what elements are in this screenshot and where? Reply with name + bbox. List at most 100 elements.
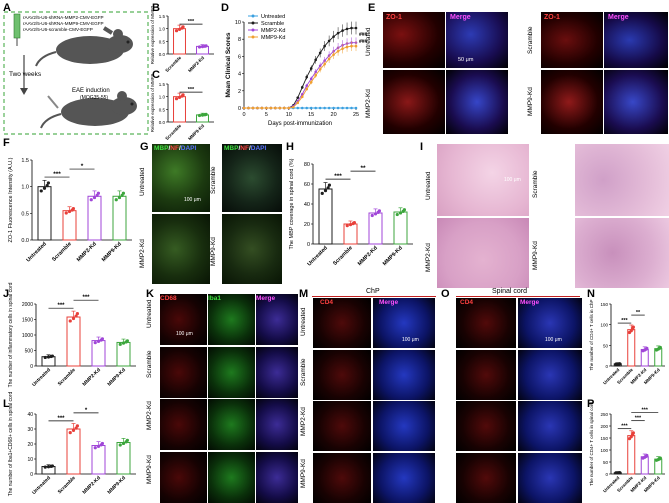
sig-label: *** bbox=[188, 19, 195, 25]
data-point bbox=[75, 311, 79, 316]
k-mmp2-cd68 bbox=[160, 399, 207, 450]
o-mmp9-merge bbox=[518, 452, 582, 503]
data-point bbox=[300, 95, 304, 99]
m-mmp9-merge bbox=[373, 452, 435, 503]
m-row-mmp2: MMP2-Kd bbox=[300, 407, 307, 436]
y-tick-label: 1500 bbox=[22, 318, 33, 324]
data-point bbox=[121, 441, 126, 446]
data-point bbox=[354, 44, 358, 48]
syringe-icon-bottom bbox=[47, 95, 59, 109]
data-point bbox=[348, 223, 353, 227]
data-point bbox=[100, 441, 104, 446]
data-point bbox=[46, 465, 51, 469]
data-point bbox=[260, 106, 264, 110]
data-point bbox=[327, 39, 331, 43]
y-tick-label: 100 bbox=[600, 323, 608, 328]
data-point bbox=[318, 68, 322, 71]
data-point bbox=[278, 106, 282, 110]
y-tick-label: 10 bbox=[27, 457, 33, 463]
bar-chart-l: 0 10 20 30 40 The number of Iba1+CD68+ cells … bbox=[8, 392, 136, 496]
y-tick-label: 0.0 bbox=[21, 238, 29, 244]
y-tick-label: 50 bbox=[603, 343, 609, 348]
x-tick-label: 0 bbox=[242, 112, 245, 118]
legend-label: MMP9-Kd bbox=[261, 35, 285, 41]
data-point bbox=[39, 189, 43, 193]
data-point bbox=[631, 325, 635, 329]
data-point bbox=[114, 198, 118, 202]
k-row-scramble: Scramble bbox=[146, 350, 153, 378]
data-point bbox=[631, 431, 635, 435]
x-tick-label: Scramble bbox=[57, 367, 77, 387]
syringe-icon bbox=[13, 13, 21, 46]
data-point bbox=[350, 44, 353, 48]
y-tick-label: 80 bbox=[304, 162, 310, 168]
data-point bbox=[352, 221, 356, 225]
x-tick-label: MMP2-Kd bbox=[76, 241, 98, 263]
construct-2: rAAV2/5-U6-shRNA-MMP9-CMV-EGFP bbox=[23, 21, 104, 26]
bar bbox=[116, 442, 131, 475]
k-untreated-cd68 bbox=[160, 294, 207, 345]
x-tick-label: Scramble bbox=[164, 123, 182, 141]
e-merge-label-2: Merge bbox=[608, 14, 629, 21]
e-merge-label: Merge bbox=[450, 14, 471, 21]
y-tick-label: 40 bbox=[304, 202, 310, 208]
data-point bbox=[67, 209, 72, 214]
data-point bbox=[96, 191, 100, 195]
o-mmp2-merge bbox=[518, 401, 582, 451]
o-scramble-merge bbox=[518, 349, 582, 400]
data-point bbox=[89, 198, 93, 202]
o-mmp9-cd4 bbox=[456, 452, 516, 503]
y-axis-label: The number of CD4+ T cells in spinal cor… bbox=[589, 402, 594, 486]
y-tick-label: 100 bbox=[600, 448, 608, 453]
x-tick-label: MMP2-Kd bbox=[82, 367, 102, 387]
series-line bbox=[244, 45, 356, 109]
data-point bbox=[93, 341, 97, 345]
sig-label: *** bbox=[82, 295, 90, 301]
data-point bbox=[402, 208, 406, 212]
data-point bbox=[326, 186, 330, 190]
bar bbox=[91, 340, 106, 367]
m-header: ChP bbox=[366, 288, 380, 295]
legend-label: Untreated bbox=[261, 14, 285, 20]
data-point bbox=[341, 29, 344, 32]
data-point bbox=[283, 106, 286, 110]
data-point bbox=[117, 195, 122, 200]
g-row-mmp2: MMP2-Kd bbox=[139, 239, 146, 268]
panel-letter-n: N bbox=[587, 288, 595, 300]
k-merge-label: Merge bbox=[256, 295, 276, 302]
data-point bbox=[373, 212, 378, 216]
data-point bbox=[305, 75, 309, 79]
bar bbox=[627, 329, 636, 367]
x-tick-label: Scramble bbox=[164, 55, 182, 73]
m-row-untreated: Untreated bbox=[300, 307, 307, 336]
data-point bbox=[291, 105, 295, 109]
data-point bbox=[323, 189, 328, 193]
y-tick-label: 8 bbox=[238, 37, 241, 43]
data-point bbox=[618, 362, 622, 366]
construct-3: rAAV2/5-U6-scramble-CMV-EGFP bbox=[23, 27, 93, 32]
series-line bbox=[244, 42, 356, 109]
data-point bbox=[314, 58, 317, 62]
data-point bbox=[350, 26, 353, 30]
y-tick-label: 30 bbox=[27, 427, 33, 433]
x-tick-label: MMP9-Kd bbox=[101, 241, 123, 263]
y-tick-label: 2000 bbox=[22, 302, 33, 308]
y-tick-label: 4 bbox=[238, 72, 241, 78]
y-tick-label: 20 bbox=[27, 442, 33, 448]
g-row-mmp9: MMP9-Kd bbox=[210, 237, 217, 266]
y-axis-label: The number of CD4+ T cells in ChP bbox=[589, 300, 594, 371]
y-tick-label: 20 bbox=[304, 222, 310, 228]
bar bbox=[173, 96, 186, 123]
data-point bbox=[96, 339, 101, 343]
e-scale: 50 μm bbox=[458, 57, 474, 63]
data-point bbox=[296, 96, 300, 99]
data-point bbox=[314, 74, 317, 77]
data-point bbox=[327, 106, 331, 110]
data-point bbox=[332, 53, 335, 56]
data-point bbox=[181, 25, 185, 29]
sig-label: * bbox=[81, 163, 84, 170]
data-point bbox=[318, 106, 322, 110]
legend-marker bbox=[251, 14, 255, 18]
panel-letter-p: P bbox=[587, 398, 595, 410]
e-mmp2-merge bbox=[446, 70, 508, 134]
